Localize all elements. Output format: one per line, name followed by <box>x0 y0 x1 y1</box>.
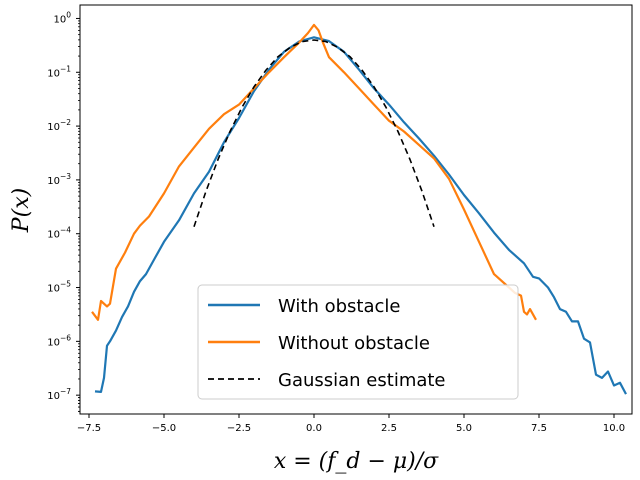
plot-frame <box>79 4 633 415</box>
y-axis: 100 10−1 10−2 10−3 10−4 10−5 10−6 10−7 <box>47 10 80 412</box>
legend-box <box>197 284 519 400</box>
x-axis: −7.5 −5.0 −2.5 0.0 2.5 5.0 7.5 10.0 <box>77 414 625 434</box>
x-tick-label: −2.5 <box>227 423 251 434</box>
series-line-2 <box>193 39 435 227</box>
y-axis-title: P(x) <box>9 188 34 233</box>
x-tick-label: 10.0 <box>603 423 625 434</box>
y-tick-label: 10−4 <box>47 226 71 241</box>
legend: With obstacle Without obstacle Gaussian … <box>197 284 519 400</box>
legend-label-without-obstacle: Without obstacle <box>278 333 430 354</box>
y-tick-label: 10−7 <box>47 387 71 402</box>
x-tick-label: 0.0 <box>306 423 322 434</box>
y-tick-label: 10−3 <box>47 172 71 187</box>
x-tick-label: 7.5 <box>531 423 547 434</box>
x-axis-title: x = (f_d − μ)/σ <box>274 449 439 474</box>
y-tick-label: 10−6 <box>47 333 71 348</box>
y-tick-label: 10−1 <box>47 64 71 79</box>
series-line-0 <box>94 36 627 395</box>
x-tick-label: −5.0 <box>152 423 176 434</box>
x-tick-label: 5.0 <box>456 423 472 434</box>
y-tick-label: 100 <box>53 10 71 25</box>
y-tick-label: 10−2 <box>47 118 71 133</box>
y-tick-label: 10−5 <box>47 280 71 295</box>
legend-label-with-obstacle: With obstacle <box>278 296 400 317</box>
x-tick-label: 2.5 <box>381 423 397 434</box>
x-tick-label: −7.5 <box>77 423 101 434</box>
legend-label-gaussian-estimate: Gaussian estimate <box>278 370 446 391</box>
